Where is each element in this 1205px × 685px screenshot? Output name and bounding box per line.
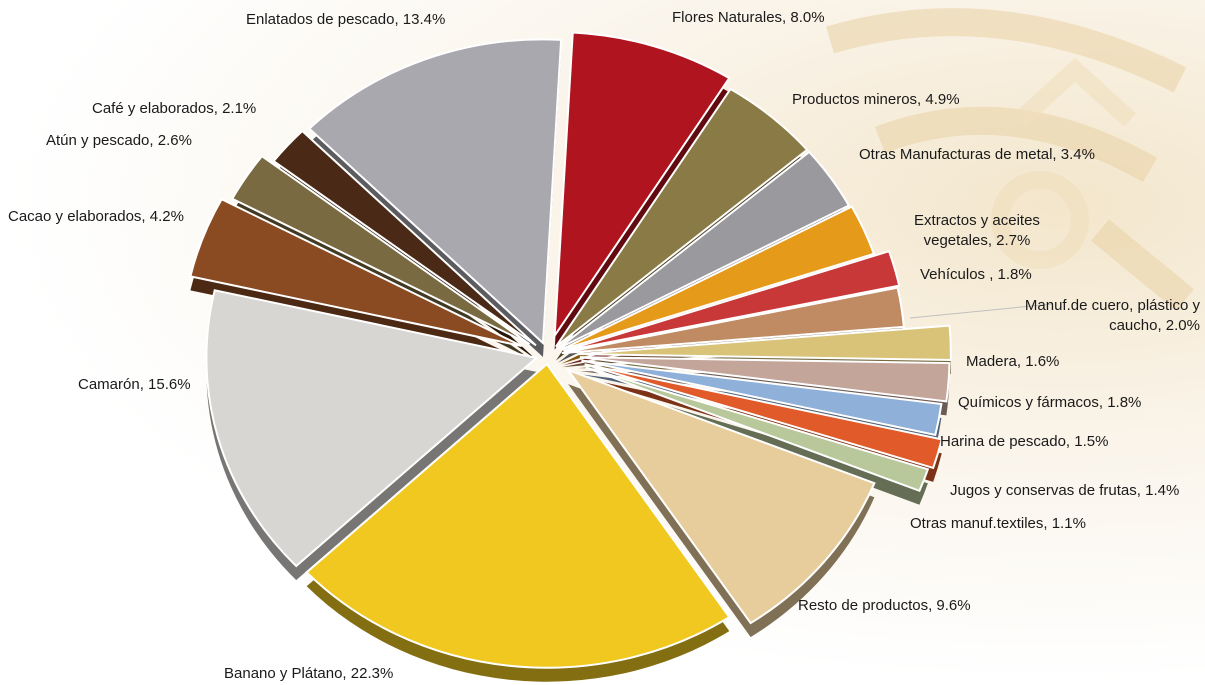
pie-slice: Flores Naturales, 8.0% (553, 31, 731, 340)
slice-label: Resto de productos, 9.6% (798, 597, 971, 614)
slice-label: Atún y pescado, 2.6% (46, 132, 192, 149)
slice-label: Otras manuf.textiles, 1.1% (910, 515, 1086, 532)
slice-label: Cacao y elaborados, 4.2% (8, 208, 184, 225)
pie-slice: Otras manuf.textiles, 1.1% (585, 366, 930, 493)
slice-label: Café y elaborados, 2.1% (92, 100, 257, 117)
slice-label: Enlatados de pescado, 13.4% (246, 11, 446, 28)
slice-label: Camarón, 15.6% (78, 376, 191, 393)
slice-label: Vehículos , 1.8% (920, 266, 1032, 283)
slice-label: Extractos y aceites vegetales, 2.7% (914, 212, 1040, 249)
pie-slice: Madera, 1.6% (577, 324, 952, 362)
slice-label: Químicos y fármacos, 1.8% (958, 394, 1142, 411)
slice-label: Productos mineros, 4.9% (792, 91, 960, 108)
pie-slice: Camarón, 15.6% (205, 289, 539, 568)
slice-label: Harina de pescado, 1.5% (940, 433, 1109, 450)
pie-slice: Harina de pescado, 1.5% (581, 359, 943, 437)
slice-label: Banano y Plátano, 22.3% (224, 665, 394, 682)
slice-label: Jugos y conservas de frutas, 1.4% (950, 482, 1180, 499)
pie-slice: Resto de productos, 9.6% (565, 368, 876, 625)
pie-slice: Café y elaborados, 2.1% (272, 129, 537, 347)
pie-slice: Productos mineros, 4.9% (555, 87, 809, 348)
slice-label: Madera, 1.6% (966, 353, 1060, 370)
pie-slice: Jugos y conservas de frutas, 1.4% (584, 363, 943, 470)
pie-slice: Banano y Plátano, 22.3% (305, 362, 731, 669)
pie-slice: Químicos y fármacos, 1.8% (579, 356, 951, 403)
pie-slice: Extractos y aceites vegetales, 2.7% (560, 205, 876, 351)
slice-label: Otras Manufacturas de metal, 3.4% (859, 146, 1095, 163)
leader-line (909, 303, 1053, 319)
slice-label: Manuf.de cuero, plástico y caucho, 2.0% (1024, 297, 1200, 334)
pie-slice: Atún y pescado, 2.6% (230, 154, 531, 345)
pie-slice: Manuf.de cuero, plástico y caucho, 2.0% (561, 286, 905, 355)
pie-slice: Vehículos , 1.8% (563, 249, 901, 353)
pie-slice: Otras Manufacturas de metal, 3.4% (557, 150, 851, 350)
pie-slice: Cacao y elaborados, 4.2% (189, 197, 523, 347)
pie-slice: Enlatados de pescado, 13.4% (307, 38, 563, 346)
slice-label: Flores Naturales, 8.0% (672, 9, 825, 26)
